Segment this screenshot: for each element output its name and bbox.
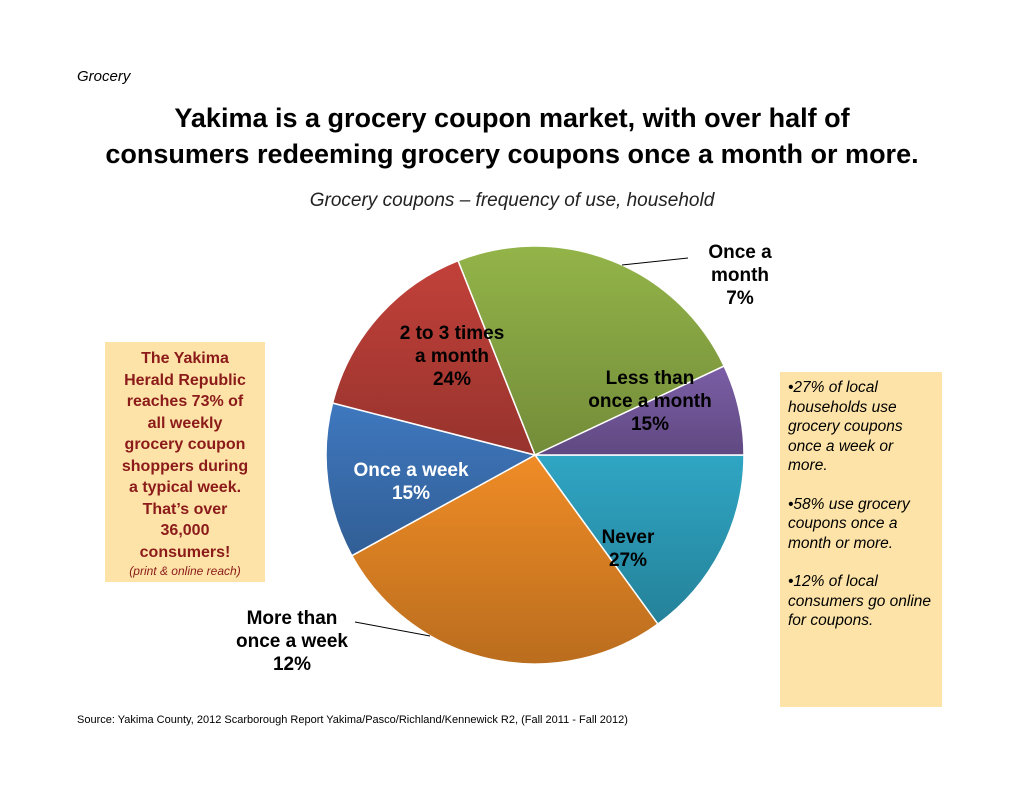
- pie-slice: [534, 365, 745, 456]
- pie-slice: [325, 402, 538, 557]
- slice-label: Never 27%: [602, 527, 655, 571]
- left-callout-line: shoppers during: [121, 457, 249, 475]
- left-callout-line: The Yakima: [141, 350, 229, 367]
- left-callout-line: 36,000: [160, 522, 210, 539]
- left-callout-line: reaches 73% of: [126, 393, 244, 410]
- source-note: Source: Yakima County, 2012 Scarborough …: [77, 714, 628, 726]
- slice-label: Once a week 15%: [353, 460, 469, 504]
- left-callout-line: grocery coupon: [124, 436, 246, 453]
- leader-line: [621, 257, 689, 266]
- slice-label: Less than once a month 15%: [588, 368, 712, 435]
- leader-line: [354, 621, 431, 637]
- headline-line-2: consumers redeeming grocery coupons once…: [105, 139, 919, 169]
- pie-slice: [533, 454, 745, 626]
- pie-slice: [457, 245, 726, 457]
- left-callout-note: (print & online reach): [129, 564, 241, 578]
- left-callout-line: consumers!: [139, 543, 231, 561]
- pie-slice: [350, 454, 659, 665]
- left-callout-line: That’s over: [142, 500, 228, 518]
- pie-slice: [331, 259, 537, 457]
- slice-label: 2 to 3 times a month 24%: [400, 323, 505, 390]
- left-callout-box: The Yakima Herald Republic reaches 73% of a…: [105, 342, 265, 582]
- slice-label: Once a month 7%: [708, 242, 772, 309]
- slice-label: More than once a week 12%: [236, 608, 348, 675]
- left-callout-line: all weekly: [147, 414, 223, 432]
- right-callout-box: •27% of local households use grocery cou…: [780, 372, 942, 707]
- section-label: Grocery: [77, 68, 131, 85]
- headline-line-1: Yakima is a grocery coupon market, with …: [174, 103, 850, 133]
- right-bullet-1: •27% of local households use grocery cou…: [788, 379, 903, 474]
- headline: Yakima is a grocery coupon market, with …: [40, 100, 984, 172]
- left-callout-line: Herald Republic: [124, 371, 246, 389]
- right-bullet-2: •58% use grocery coupons once a month or…: [788, 495, 910, 552]
- right-bullet-3: •12% of local consumers go online for co…: [788, 573, 932, 629]
- left-callout-line: a typical week.: [128, 479, 242, 496]
- chart-title: Grocery coupons – frequency of use, hous…: [309, 190, 715, 211]
